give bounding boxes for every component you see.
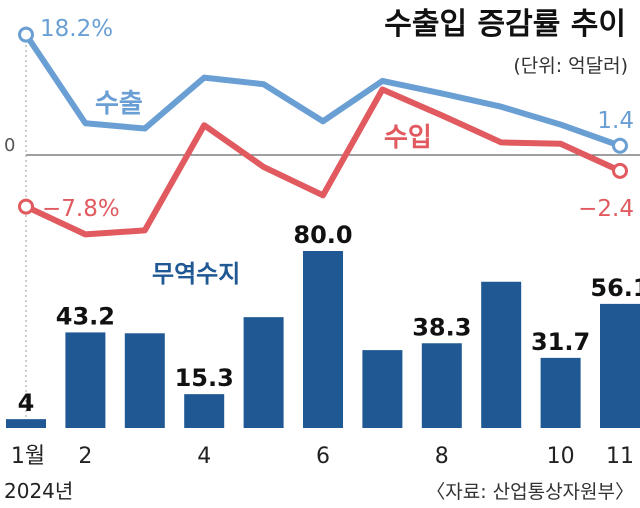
import-series-label: 수입 xyxy=(384,123,432,153)
trade-balance-value-10: 31.7 xyxy=(531,328,590,356)
trade-balance-labels: 4 43.2 15.3 80.0 38.3 31.756.1 xyxy=(18,221,640,417)
x-axis-ticks: 1월 2 4 6 8 10 11 xyxy=(11,444,634,469)
x-tick-2: 2 xyxy=(78,444,92,469)
trade-balance-bar-4 xyxy=(184,394,225,428)
x-tick-11: 11 xyxy=(606,444,634,469)
growth-lines xyxy=(18,26,628,238)
trade-balance-bar-1 xyxy=(6,419,46,428)
trade-balance-bar-10 xyxy=(540,357,581,428)
trade-balance-bar-11 xyxy=(600,303,640,428)
trade-balance-bar-2 xyxy=(65,332,106,428)
import-point-11 xyxy=(612,162,628,179)
trade-balance-value-11: 56.1 xyxy=(590,274,640,302)
trade-balance-bar-3 xyxy=(124,333,165,428)
import-point-1 xyxy=(18,198,34,215)
year-label: 2024년 xyxy=(4,479,73,503)
source-label: 〈자료: 산업통상자원부〉 xyxy=(426,481,634,503)
trade-balance-value-4: 15.3 xyxy=(175,364,234,392)
trade-balance-bar-5 xyxy=(243,317,284,428)
zero-baseline: 0 xyxy=(4,135,640,156)
trade-balance-bar-9 xyxy=(481,281,522,428)
export-point-11 xyxy=(612,137,628,154)
trade-balance-value-8: 38.3 xyxy=(412,313,471,341)
trade-balance-value-6: 80.0 xyxy=(293,221,352,249)
x-tick-8: 8 xyxy=(435,444,449,469)
trade-balance-value-2: 43.2 xyxy=(56,302,115,330)
export-first-label: 18.2% xyxy=(40,16,113,42)
import-last-label: −2.4 xyxy=(578,196,634,222)
trade-balance-bar-8 xyxy=(421,343,462,428)
export-last-label: 1.4 xyxy=(597,108,634,134)
import-line xyxy=(23,86,623,238)
trade-balance-series-label: 무역수지 xyxy=(152,260,240,288)
trade-balance-bar-7 xyxy=(362,350,403,428)
trade-balance-bar-6 xyxy=(303,251,343,428)
export-series-label: 수출 xyxy=(95,89,143,119)
x-tick-10: 10 xyxy=(547,444,575,469)
x-tick-1: 1월 xyxy=(11,444,45,469)
export-line xyxy=(23,31,623,149)
import-first-label: −7.8% xyxy=(42,196,120,222)
x-tick-6: 6 xyxy=(316,444,330,469)
trade-balance-value-1: 4 xyxy=(18,389,35,417)
zero-label: 0 xyxy=(4,135,15,156)
unit-label: (단위: 억달러) xyxy=(513,55,628,77)
chart-title: 수출입 증감률 추이 xyxy=(384,7,626,42)
export-point-1 xyxy=(18,26,34,43)
x-tick-4: 4 xyxy=(197,444,211,469)
trade-balance-bars xyxy=(6,251,640,428)
